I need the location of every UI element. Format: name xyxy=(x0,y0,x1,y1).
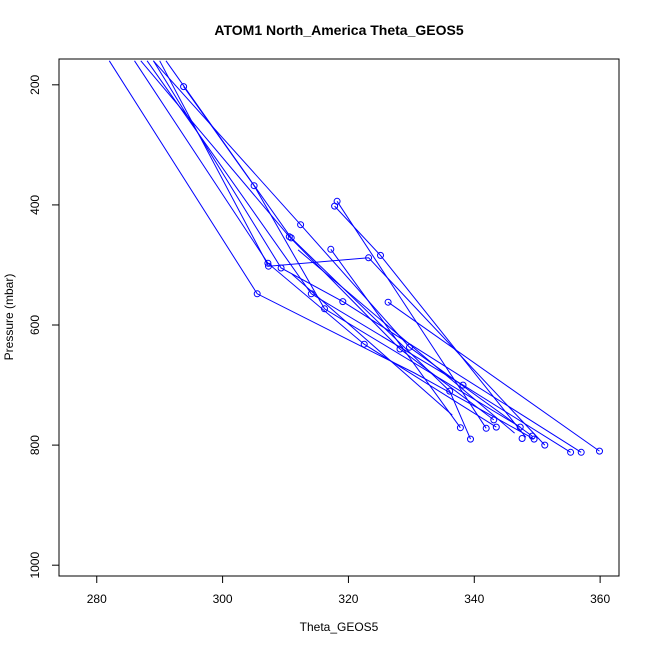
series-line-14 xyxy=(297,249,515,434)
data-point xyxy=(250,182,258,190)
data-point xyxy=(384,298,392,306)
data-point xyxy=(541,441,549,449)
data-point xyxy=(482,424,490,432)
data-point xyxy=(396,345,404,353)
x-axis: 280 300 320 340 360 xyxy=(87,576,610,606)
x-tick-label: 360 xyxy=(590,592,610,606)
data-point xyxy=(377,251,384,259)
data-point xyxy=(321,305,328,313)
data-point xyxy=(307,290,315,298)
series-line-7 xyxy=(165,60,471,440)
data-point xyxy=(518,435,526,442)
data-point xyxy=(492,423,500,431)
series-line-11 xyxy=(336,201,487,429)
data-point xyxy=(365,254,373,262)
y-axis-label: Pressure (mbar) xyxy=(2,274,16,361)
y-tick-label: 800 xyxy=(28,435,42,455)
series-line-13 xyxy=(387,301,600,452)
data-point xyxy=(287,234,295,242)
data-point xyxy=(297,221,305,229)
series-line-10 xyxy=(330,249,461,428)
y-tick-label: 400 xyxy=(28,195,42,215)
data-point xyxy=(253,290,261,298)
x-axis-label: Theta_GEOS5 xyxy=(300,620,379,634)
plot-frame xyxy=(58,58,620,577)
data-point xyxy=(456,424,464,432)
data-point xyxy=(406,343,413,351)
y-tick-label: 600 xyxy=(28,315,42,335)
x-tick-label: 300 xyxy=(213,592,233,606)
x-tick-label: 340 xyxy=(464,592,484,606)
series-layer xyxy=(108,60,600,453)
data-point xyxy=(596,447,603,455)
data-point xyxy=(327,245,335,253)
data-point xyxy=(567,448,575,456)
data-point xyxy=(467,435,474,443)
series-line-8 xyxy=(153,60,533,437)
series-line-15 xyxy=(291,273,453,416)
series-line-12 xyxy=(334,205,527,438)
data-point xyxy=(446,387,454,395)
data-point xyxy=(285,233,293,241)
data-point xyxy=(180,83,188,91)
series-line-3 xyxy=(159,60,546,446)
series-line-6 xyxy=(140,60,495,421)
data-point xyxy=(333,197,341,205)
data-point xyxy=(516,423,524,431)
marker-layer xyxy=(180,83,603,456)
series-line-9 xyxy=(146,60,571,453)
x-tick-label: 320 xyxy=(338,592,358,606)
data-point xyxy=(490,416,498,424)
y-tick-label: 200 xyxy=(28,74,42,94)
data-point xyxy=(459,381,467,389)
chart-title: ATOM1 North_America Theta_GEOS5 xyxy=(214,22,463,38)
data-point xyxy=(265,262,272,270)
series-line-1 xyxy=(108,60,535,440)
series-line-5 xyxy=(152,60,582,453)
y-tick-label: 1000 xyxy=(28,552,42,579)
data-point xyxy=(339,298,347,306)
plot-area xyxy=(108,60,603,456)
x-tick-label: 280 xyxy=(87,592,107,606)
data-point xyxy=(360,340,368,348)
y-axis: 200 400 600 800 1000 xyxy=(28,74,59,579)
data-point xyxy=(530,435,538,443)
data-point xyxy=(264,259,272,267)
data-point xyxy=(577,448,585,456)
data-point xyxy=(277,264,285,272)
